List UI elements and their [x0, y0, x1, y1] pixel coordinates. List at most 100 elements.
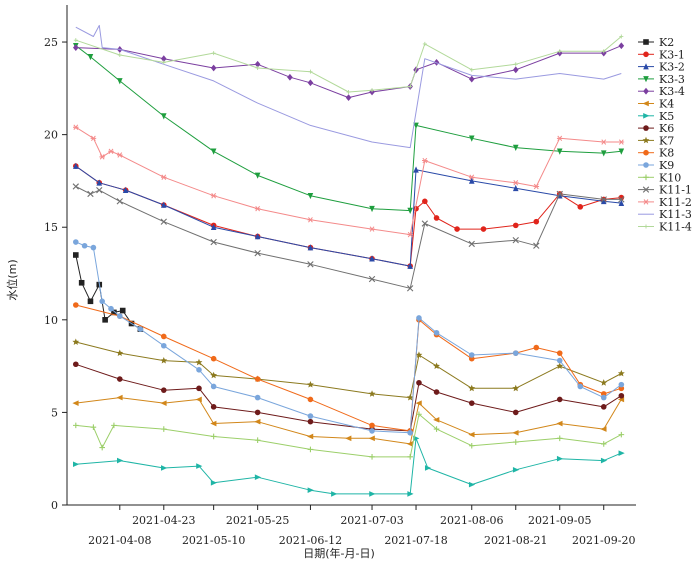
data-point: [413, 166, 419, 173]
legend-item-k4: K4: [638, 98, 674, 111]
legend-swatch-marker: [643, 113, 650, 119]
series-k11-2: [72, 124, 625, 238]
data-point: [72, 361, 79, 368]
data-point: [512, 184, 519, 192]
data-point: [72, 183, 79, 190]
data-point: [468, 442, 475, 449]
y-tick-label: 25: [44, 36, 58, 49]
data-point: [90, 135, 97, 142]
legend-item-k6: K6: [638, 122, 674, 135]
data-point: [433, 329, 440, 336]
series-k10: [72, 411, 625, 460]
data-point: [210, 420, 217, 427]
data-point: [307, 487, 314, 493]
data-point: [72, 239, 79, 245]
data-point: [618, 381, 625, 388]
data-point: [81, 242, 88, 249]
data-point: [600, 457, 608, 464]
x-tick-label: 2021-06-12: [279, 534, 342, 547]
data-point: [254, 249, 261, 257]
x-tick-label: 2021-09-20: [572, 534, 635, 547]
y-tick-label: 5: [51, 406, 58, 419]
data-point: [195, 396, 202, 403]
data-point: [160, 218, 167, 225]
data-point: [73, 38, 78, 43]
data-point: [210, 404, 217, 410]
data-point: [512, 350, 519, 356]
data-point: [307, 261, 314, 268]
data-point: [600, 379, 608, 386]
data-point: [433, 417, 440, 423]
x-tick-label: 2021-07-18: [384, 534, 447, 547]
data-point: [72, 422, 79, 429]
data-point: [122, 186, 129, 193]
data-point: [556, 190, 563, 198]
data-point: [72, 302, 79, 308]
data-point: [254, 418, 261, 425]
legend-label: K6: [659, 122, 674, 135]
y-tick-label: 15: [44, 221, 58, 234]
data-point: [72, 461, 80, 468]
data-point: [161, 60, 166, 65]
data-point: [307, 446, 314, 453]
legend-label: K3-1: [659, 48, 685, 61]
data-point: [254, 376, 261, 382]
y-tick-label: 10: [44, 314, 58, 327]
data-point: [407, 207, 413, 214]
legend: K2K3-1K3-2K3-3K3-4K4K5K6K7K8K9K10K11-1K1…: [638, 36, 692, 234]
data-point: [600, 139, 607, 145]
data-point: [119, 307, 126, 314]
legend-item-k10: K10: [638, 171, 681, 184]
legend-label: K11-3: [659, 208, 692, 221]
legend-label: K11-2: [659, 196, 692, 209]
data-point: [454, 226, 460, 232]
legend-label: K11-1: [659, 184, 692, 197]
data-point: [369, 428, 375, 434]
data-point: [254, 60, 261, 68]
data-point: [116, 349, 124, 357]
data-point: [369, 205, 375, 213]
data-point: [370, 88, 375, 93]
data-point: [369, 491, 376, 497]
legend-swatch-marker: [643, 149, 649, 156]
legend-swatch-marker: [643, 76, 649, 83]
data-point: [416, 315, 422, 321]
data-point: [369, 226, 375, 232]
axes-group: 0 5 10 15 20 25 2021-04-23 2021-05-25 2021-07-03…: [44, 5, 636, 547]
data-point: [617, 369, 625, 377]
data-point: [160, 55, 167, 63]
data-point: [407, 454, 413, 460]
data-point: [307, 396, 314, 403]
data-point: [160, 400, 167, 406]
x-tick-label: 2021-04-23: [132, 514, 195, 527]
data-point: [619, 34, 624, 39]
x-tick-label: 2021-07-03: [340, 514, 403, 527]
data-point: [116, 457, 124, 464]
data-point: [116, 152, 123, 158]
data-point: [254, 437, 261, 443]
data-point: [468, 352, 475, 358]
x-tick-label: 2021-05-10: [182, 534, 245, 547]
data-point: [254, 409, 261, 416]
data-point: [254, 474, 262, 481]
data-point: [196, 463, 203, 469]
data-point: [307, 217, 314, 223]
data-point: [422, 198, 428, 205]
legend-item-k8: K8: [638, 147, 674, 160]
data-point: [99, 154, 105, 160]
data-point: [72, 252, 79, 258]
series-line-k11-3: [75, 24, 622, 149]
series-k11-1: [72, 183, 625, 292]
data-point: [433, 389, 440, 395]
legend-swatch-marker: [643, 125, 649, 131]
data-point: [577, 204, 584, 210]
data-point: [533, 218, 540, 225]
data-point: [368, 435, 375, 442]
data-point: [407, 491, 414, 497]
series-group: [72, 24, 625, 497]
data-point: [416, 411, 422, 418]
data-point: [346, 90, 351, 95]
series-k2: [72, 252, 144, 332]
data-point: [600, 441, 607, 447]
x-tick-label: 2021-09-05: [528, 514, 591, 527]
